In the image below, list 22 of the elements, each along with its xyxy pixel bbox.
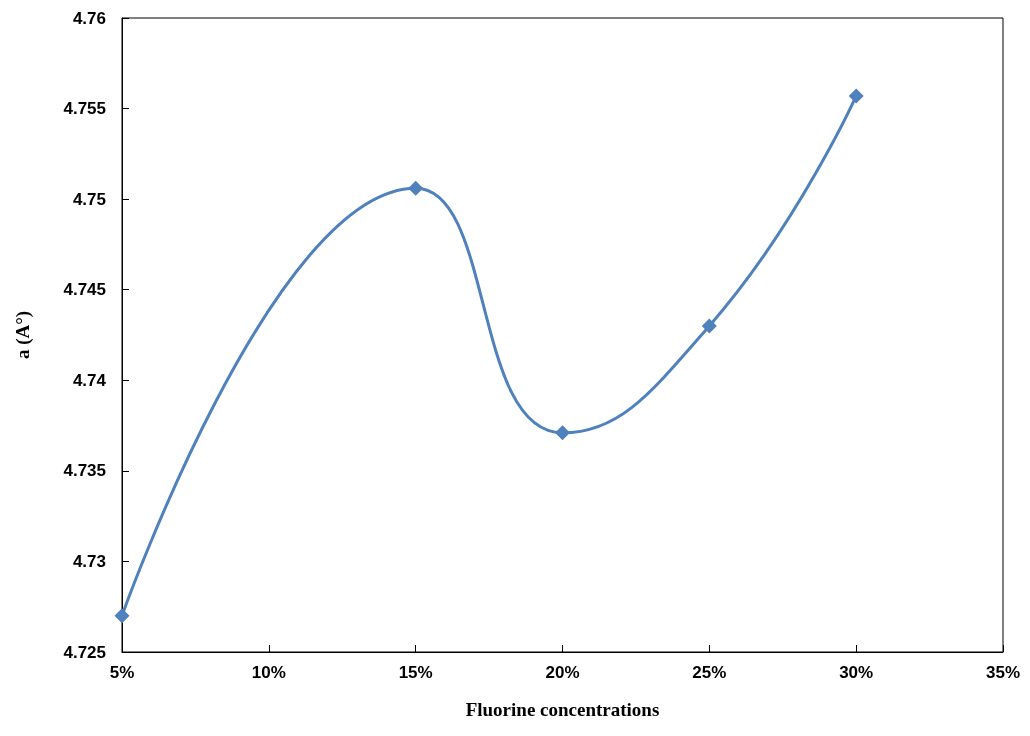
point — [848, 88, 864, 104]
x-axis-title: Fluorine concentrations — [465, 699, 660, 720]
y-tick-label: 4.725 — [63, 642, 106, 662]
y-tick-label: 4.74 — [72, 370, 107, 390]
x-tick-label: 5% — [109, 663, 135, 682]
point — [114, 608, 130, 624]
x-tick-label: 20% — [545, 663, 580, 682]
y-tick-label: 4.76 — [72, 8, 106, 28]
y-tick-label: 4.745 — [63, 280, 106, 300]
point — [555, 425, 570, 441]
point — [408, 180, 424, 196]
y-tick-label: 4.75 — [72, 189, 106, 209]
y-axis-title: a (A°) — [12, 310, 34, 360]
x-tick-label: 35% — [985, 663, 1021, 682]
y-tick-label: 4.73 — [72, 551, 106, 571]
point — [701, 318, 717, 334]
x-tick-label: 10% — [251, 663, 286, 682]
y-tick-label: 4.735 — [63, 461, 106, 481]
y-tick-label: 4.755 — [63, 99, 106, 119]
x-tick-label: 25% — [692, 663, 727, 682]
x-tick-label: 30% — [839, 663, 874, 682]
x-tick-label: 15% — [398, 663, 433, 682]
